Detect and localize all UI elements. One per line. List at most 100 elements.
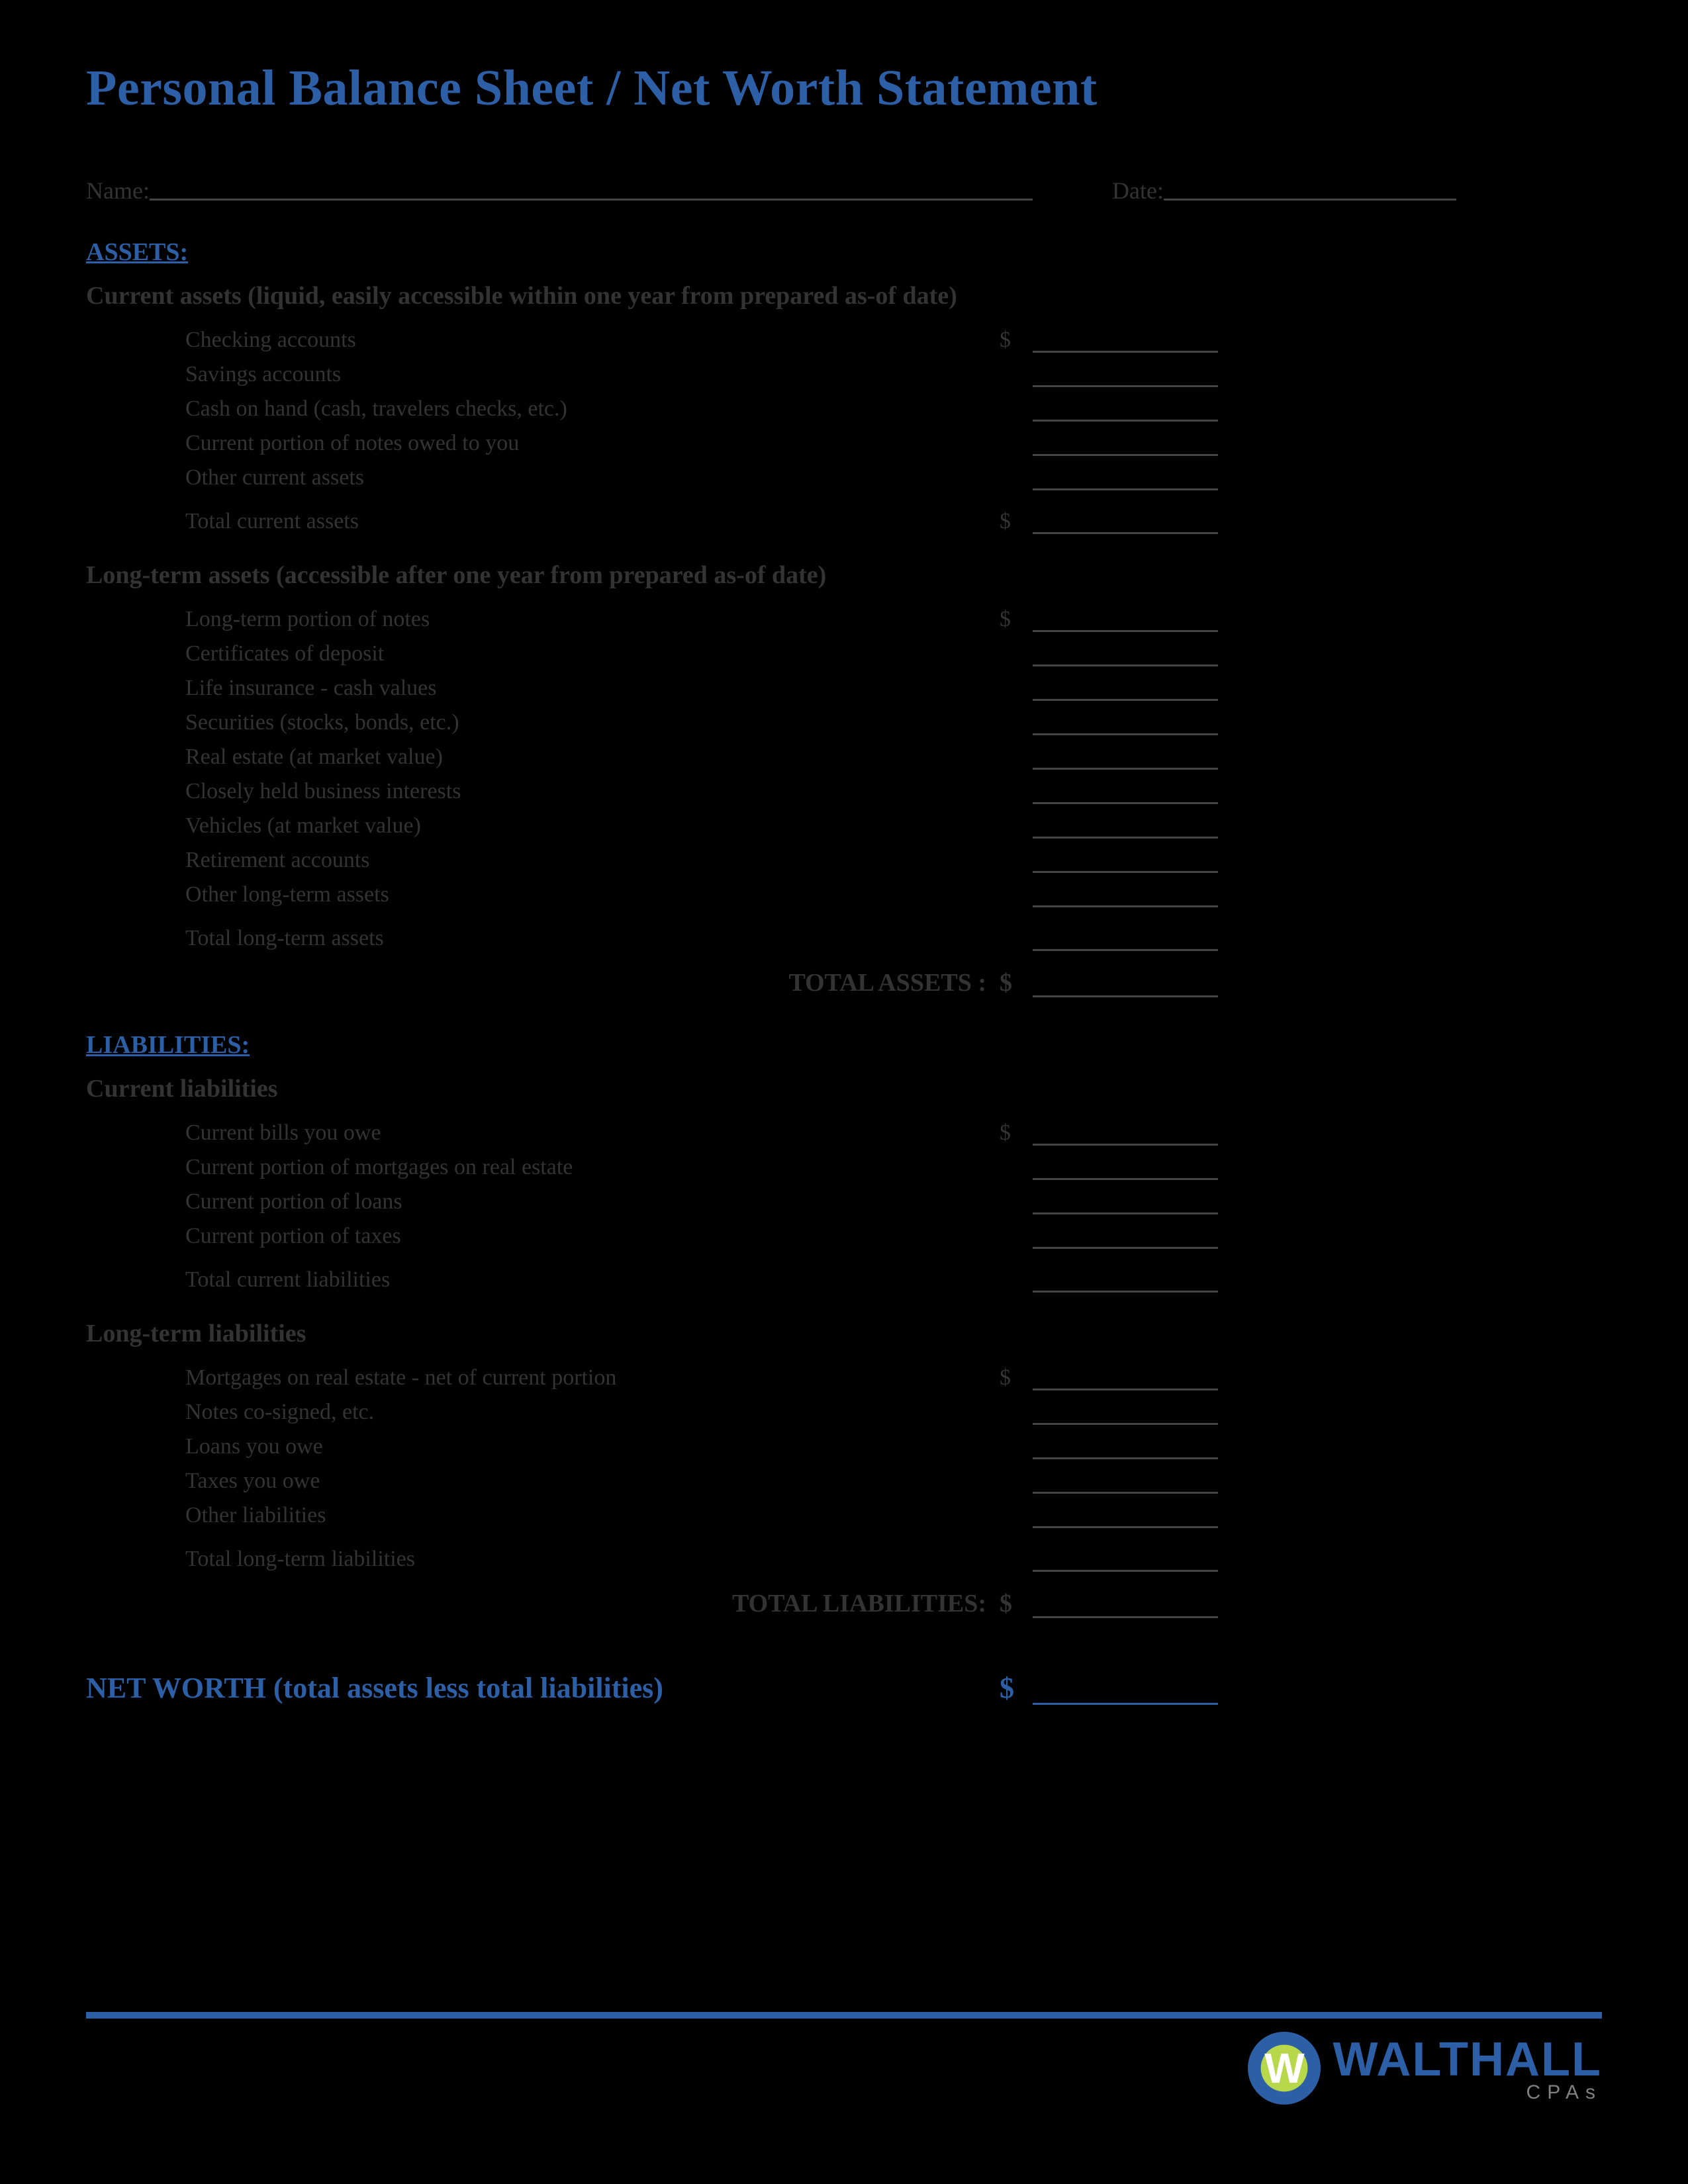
line-item: Life insurance - cash values xyxy=(86,666,1602,701)
currency-symbol: $ xyxy=(1000,328,1033,353)
date-label: Date: xyxy=(1112,177,1164,205)
subtotal-label: Total long-term liabilities xyxy=(185,1547,1000,1572)
current-liabilities-subhead: Current liabilities xyxy=(86,1074,1602,1103)
date-input-line[interactable] xyxy=(1164,177,1456,201)
liabilities-heading: LIABILITIES: xyxy=(86,1030,1602,1060)
amount-input-line[interactable] xyxy=(1033,468,1218,490)
currency-symbol: $ xyxy=(1000,1365,1033,1390)
line-item: Other liabilities xyxy=(86,1494,1602,1528)
line-item: Current portion of taxes xyxy=(86,1214,1602,1249)
amount-input-line[interactable] xyxy=(1033,850,1218,873)
amount-input-line[interactable] xyxy=(1033,610,1218,632)
amount-input-line[interactable] xyxy=(1033,678,1218,701)
amount-input-line[interactable] xyxy=(1033,512,1218,534)
total-liabilities-row: TOTAL LIABILITIES: $ xyxy=(86,1572,1602,1618)
net-worth-label: NET WORTH (total assets less total liabi… xyxy=(86,1671,1000,1705)
item-label: Taxes you owe xyxy=(185,1469,1000,1494)
logo-sub: CPAs xyxy=(1526,2081,1602,2104)
item-label: Loans you owe xyxy=(185,1434,1000,1459)
currency-symbol: $ xyxy=(1000,1671,1033,1705)
amount-input-line[interactable] xyxy=(1033,1368,1218,1390)
amount-input-line[interactable] xyxy=(1033,1594,1218,1618)
line-item: Long-term portion of notes$ xyxy=(86,598,1602,632)
amount-input-line[interactable] xyxy=(1033,1437,1218,1459)
line-item: Savings accounts xyxy=(86,353,1602,387)
date-field-block: Date: xyxy=(1112,177,1456,205)
line-item: Other long-term assets xyxy=(86,873,1602,907)
amount-input-line[interactable] xyxy=(1033,433,1218,456)
item-label: Cash on hand (cash, travelers checks, et… xyxy=(185,396,1000,422)
amount-input-line[interactable] xyxy=(1033,1471,1218,1494)
item-label: Life insurance - cash values xyxy=(185,676,1000,701)
assets-heading: ASSETS: xyxy=(86,238,1602,267)
footer-divider xyxy=(86,2012,1602,2019)
line-item: Mortgages on real estate - net of curren… xyxy=(86,1356,1602,1390)
amount-input-line[interactable] xyxy=(1033,365,1218,387)
line-item: Taxes you owe xyxy=(86,1459,1602,1494)
amount-input-line[interactable] xyxy=(1033,1678,1218,1705)
line-item: Current portion of mortgages on real est… xyxy=(86,1146,1602,1180)
item-label: Checking accounts xyxy=(185,328,1000,353)
total-assets-label: TOTAL ASSETS : xyxy=(86,968,1000,997)
amount-input-line[interactable] xyxy=(1033,1158,1218,1180)
line-item: Real estate (at market value) xyxy=(86,735,1602,770)
item-label: Current portion of taxes xyxy=(185,1224,1000,1249)
line-item: Loans you owe xyxy=(86,1425,1602,1459)
amount-input-line[interactable] xyxy=(1033,644,1218,666)
name-field-block: Name: xyxy=(86,177,1033,205)
amount-input-line[interactable] xyxy=(1033,816,1218,839)
amount-input-line[interactable] xyxy=(1033,399,1218,422)
item-label: Retirement accounts xyxy=(185,848,1000,873)
amount-input-line[interactable] xyxy=(1033,1123,1218,1146)
item-label: Real estate (at market value) xyxy=(185,745,1000,770)
subtotal-label: Total current assets xyxy=(185,509,1000,534)
item-label: Current bills you owe xyxy=(185,1120,1000,1146)
currency-symbol: $ xyxy=(1000,607,1033,632)
amount-input-line[interactable] xyxy=(1033,1226,1218,1249)
amount-input-line[interactable] xyxy=(1033,1549,1218,1572)
total-assets-row: TOTAL ASSETS : $ xyxy=(86,951,1602,997)
item-label: Vehicles (at market value) xyxy=(185,813,1000,839)
subtotal-label: Total current liabilities xyxy=(185,1267,1000,1293)
amount-input-line[interactable] xyxy=(1033,1192,1218,1214)
total-liabilities-label: TOTAL LIABILITIES: xyxy=(86,1589,1000,1618)
amount-input-line[interactable] xyxy=(1033,1402,1218,1425)
logo-mark-icon: W xyxy=(1248,2032,1321,2105)
amount-input-line[interactable] xyxy=(1033,1506,1218,1528)
amount-input-line[interactable] xyxy=(1033,1270,1218,1293)
item-label: Current portion of notes owed to you xyxy=(185,431,1000,456)
logo-letter: W xyxy=(1264,2044,1304,2093)
amount-input-line[interactable] xyxy=(1033,782,1218,804)
line-item: Retirement accounts xyxy=(86,839,1602,873)
item-label: Certificates of deposit xyxy=(185,641,1000,666)
line-item: Closely held business interests xyxy=(86,770,1602,804)
amount-input-line[interactable] xyxy=(1033,929,1218,951)
page-title: Personal Balance Sheet / Net Worth State… xyxy=(86,60,1602,117)
item-label: Securities (stocks, bonds, etc.) xyxy=(185,710,1000,735)
page: Personal Balance Sheet / Net Worth State… xyxy=(86,60,1602,1705)
currency-symbol: $ xyxy=(1000,1589,1033,1618)
item-label: Mortgages on real estate - net of curren… xyxy=(185,1365,1000,1390)
item-label: Savings accounts xyxy=(185,362,1000,387)
line-item: Current portion of notes owed to you xyxy=(86,422,1602,456)
subtotal-row: Total long-term liabilities xyxy=(86,1537,1602,1572)
item-label: Current portion of mortgages on real est… xyxy=(185,1155,1000,1180)
amount-input-line[interactable] xyxy=(1033,885,1218,907)
amount-input-line[interactable] xyxy=(1033,747,1218,770)
line-item: Securities (stocks, bonds, etc.) xyxy=(86,701,1602,735)
item-label: Notes co-signed, etc. xyxy=(185,1400,1000,1425)
line-item: Current bills you owe$ xyxy=(86,1111,1602,1146)
line-item: Checking accounts$ xyxy=(86,318,1602,353)
amount-input-line[interactable] xyxy=(1033,330,1218,353)
amount-input-line[interactable] xyxy=(1033,713,1218,735)
subtotal-label: Total long-term assets xyxy=(185,926,1000,951)
line-item: Current portion of loans xyxy=(86,1180,1602,1214)
name-input-line[interactable] xyxy=(150,177,1033,201)
item-label: Other long-term assets xyxy=(185,882,1000,907)
footer: W WALTHALL CPAs xyxy=(86,2012,1602,2105)
item-label: Closely held business interests xyxy=(185,779,1000,804)
amount-input-line[interactable] xyxy=(1033,974,1218,997)
currency-symbol: $ xyxy=(1000,1120,1033,1146)
currency-symbol: $ xyxy=(1000,968,1033,997)
longterm-assets-rows: Long-term portion of notes$ Certificates… xyxy=(86,598,1602,951)
